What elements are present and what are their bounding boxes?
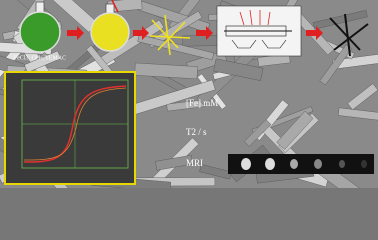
magnetization-curve (23, 85, 127, 163)
arrow (306, 26, 323, 40)
rod-outline (225, 25, 287, 37)
mri-spot (290, 159, 298, 169)
graphical-abstract: FeCl3, OH-, TEMAC (0, 0, 378, 188)
sem-rod (199, 164, 232, 180)
mri-table: [Fe] mM T2 / s MRI (186, 98, 374, 174)
green-flask (19, 1, 61, 53)
row-label: T2 / s (186, 127, 207, 137)
sem-rod (24, 50, 62, 73)
rod (333, 23, 369, 51)
sem-rod (347, 83, 378, 111)
row-label: [Fe] mM (186, 98, 218, 108)
mri-spot (361, 160, 367, 168)
sem-rod (213, 58, 264, 81)
flask-body (90, 12, 130, 52)
sem-rod (134, 62, 198, 80)
needle (111, 0, 119, 13)
sem-rod (137, 34, 215, 61)
magnetization-curve (23, 87, 127, 161)
mri-spot (265, 158, 275, 170)
sem-rod (244, 119, 272, 147)
plot-frame (4, 71, 136, 185)
rod (157, 21, 186, 51)
reaction-diagram (216, 5, 302, 57)
yellow-rods (149, 14, 191, 56)
sem-rod (155, 155, 193, 171)
reagents-label: FeCl3, OH-, TEMAC (14, 55, 66, 61)
rod (149, 35, 191, 39)
sem-rod (276, 110, 314, 150)
flask-body (19, 11, 61, 53)
rod (344, 13, 351, 57)
mri-strip (228, 154, 374, 174)
field-lines (239, 9, 271, 26)
rod (329, 17, 361, 51)
magnetization-plot (4, 71, 136, 185)
mri-spots (241, 158, 367, 170)
bracket (261, 39, 287, 49)
arrow (196, 26, 213, 40)
sem-rod (312, 9, 368, 30)
sem-rod (337, 107, 378, 122)
row-label: MRI (186, 158, 203, 168)
product-rods (329, 13, 369, 57)
yellow-flask (90, 0, 130, 52)
rod (164, 14, 171, 56)
bracket (231, 39, 257, 49)
mri-spot (241, 158, 251, 170)
rod (151, 19, 179, 49)
arrow (133, 26, 149, 40)
mri-spot (339, 160, 345, 168)
arrow (67, 26, 84, 40)
mri-spot (314, 159, 322, 169)
